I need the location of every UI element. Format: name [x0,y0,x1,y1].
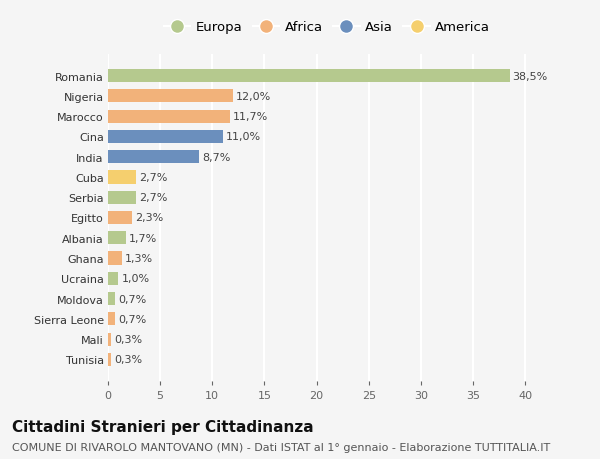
Text: 1,0%: 1,0% [122,274,149,284]
Bar [108,272,118,285]
Text: 0,7%: 0,7% [118,314,146,324]
Text: 38,5%: 38,5% [512,72,548,81]
Bar [108,333,111,346]
Text: 0,3%: 0,3% [114,355,142,364]
Bar [108,70,509,83]
Bar [108,232,126,245]
Bar [108,171,136,184]
Bar [108,292,115,306]
Bar [108,191,136,204]
Bar [108,151,199,164]
Bar [108,353,111,366]
Text: 1,3%: 1,3% [125,253,153,263]
Bar [108,90,233,103]
Legend: Europa, Africa, Asia, America: Europa, Africa, Asia, America [158,16,496,39]
Text: 2,7%: 2,7% [139,193,167,203]
Text: Cittadini Stranieri per Cittadinanza: Cittadini Stranieri per Cittadinanza [12,419,314,434]
Text: 0,7%: 0,7% [118,294,146,304]
Text: 2,7%: 2,7% [139,173,167,183]
Text: 1,7%: 1,7% [129,233,157,243]
Bar [108,313,115,326]
Text: COMUNE DI RIVAROLO MANTOVANO (MN) - Dati ISTAT al 1° gennaio - Elaborazione TUTT: COMUNE DI RIVAROLO MANTOVANO (MN) - Dati… [12,442,550,452]
Text: 11,0%: 11,0% [226,132,261,142]
Text: 8,7%: 8,7% [202,152,230,162]
Text: 2,3%: 2,3% [135,213,163,223]
Text: 0,3%: 0,3% [114,334,142,344]
Bar [108,130,223,144]
Text: 11,7%: 11,7% [233,112,268,122]
Bar [108,252,122,265]
Text: 12,0%: 12,0% [236,92,272,102]
Bar [108,110,230,123]
Bar [108,212,132,224]
